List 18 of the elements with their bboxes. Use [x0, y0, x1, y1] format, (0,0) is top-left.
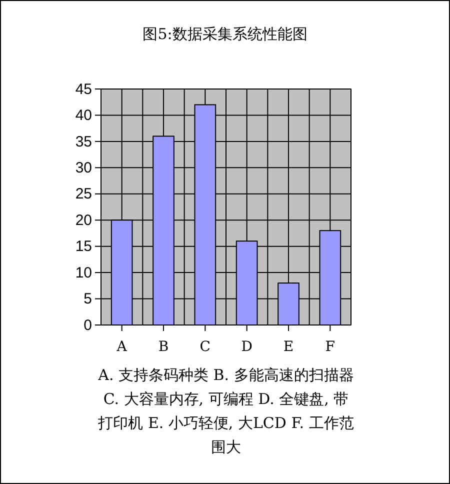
y-tick-label: 0: [84, 316, 92, 334]
y-tick-label: 25: [75, 186, 92, 203]
y-tick-label: 5: [84, 290, 92, 308]
y-tick-label: 35: [75, 133, 92, 150]
text: A. 支持条码种类 B. 多能高速的扫描器 C. 大容量内存, 可编程 D. 全键盘, 带打印机 E. 小巧轻便, 大LCD F. 工作范围大: [97, 365, 355, 458]
x-tick-label: F: [325, 338, 336, 355]
y-tick-label: 45: [75, 80, 92, 98]
x-tick-label: E: [283, 338, 294, 355]
x-tick-label: C: [200, 338, 211, 355]
y-tick-label: 20: [75, 212, 92, 229]
y-tick-label: 10: [75, 264, 92, 282]
x-tick-label: D: [241, 338, 252, 355]
y-tick-label: 30: [75, 159, 92, 176]
x-tick-label: A: [116, 338, 128, 355]
x-tick-label: B: [158, 338, 169, 355]
chart-title: 图5:数据采集系统性能图: [142, 25, 308, 43]
y-tick-label: 40: [75, 107, 92, 124]
y-tick-label: 15: [75, 238, 92, 256]
